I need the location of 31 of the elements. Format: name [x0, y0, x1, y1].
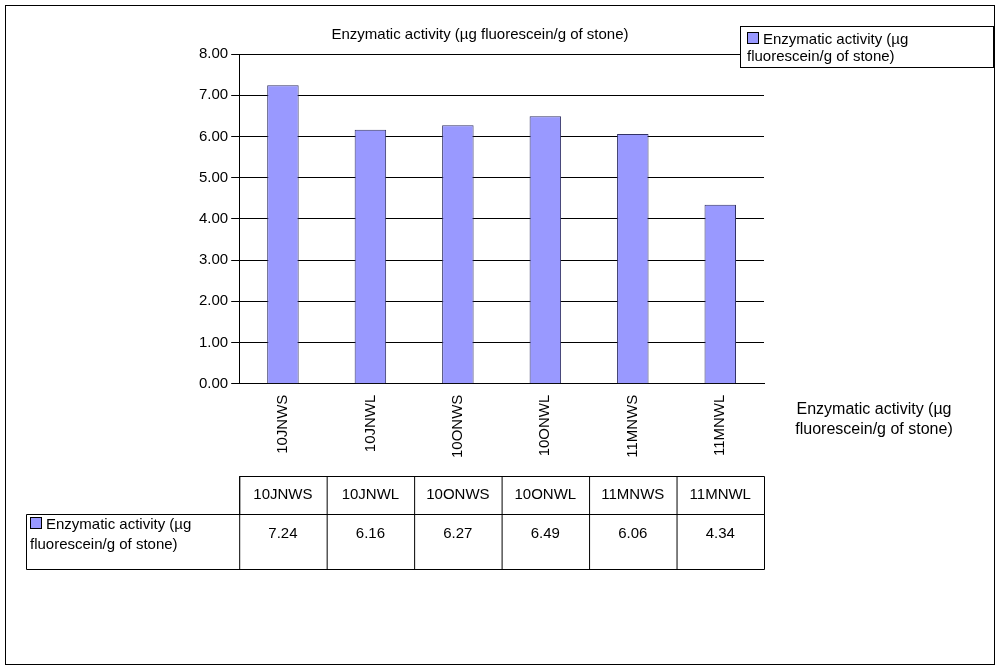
data-label: 7.24: [268, 524, 298, 542]
y-tick-label: 1.00: [198, 332, 229, 350]
y-tick-label: 4.00: [198, 208, 229, 226]
data-label: 6.27: [443, 524, 473, 542]
y-tick-label: 3.00: [198, 250, 229, 268]
x-tick-label: 10ONWL: [535, 394, 553, 457]
x-tick-label: 11MNWS: [622, 394, 640, 458]
x-tick-label: 11MNWL: [710, 394, 728, 457]
y-tick-label: 5.00: [198, 167, 229, 185]
category-label: 10JNWS: [253, 485, 313, 503]
category-label: 10JNWL: [341, 485, 400, 503]
legend-label: Enzymatic activity (µg fluorescein/g of stone): [747, 30, 910, 64]
data-label: 6.06: [618, 524, 648, 542]
category-label: 11MNWL: [689, 485, 751, 503]
y-tick-label: 7.00: [198, 85, 229, 103]
text: Enzymatic activity (µg fluorescein/g of stone): [795, 399, 953, 437]
y-tick-label: 2.00: [198, 291, 229, 309]
category-label: 11MNWS: [601, 485, 665, 503]
data-label: 6.16: [355, 524, 385, 542]
data-label: 4.34: [705, 524, 735, 542]
category-label: 10ONWS: [426, 485, 490, 503]
x-tick-label: 10ONWS: [448, 394, 465, 459]
text: Enzymatic activity (µg fluorescein/g of stone): [30, 515, 192, 552]
y-tick-label: 6.00: [198, 126, 229, 144]
x-tick-label: 10JNWL: [360, 394, 378, 453]
y-tick-label: 8.00: [198, 44, 229, 62]
y-tick-label: 0.00: [198, 373, 229, 391]
category-label: 10ONWL: [514, 485, 577, 503]
chart-title: Enzymatic activity (µg fluorescein/g of stone): [331, 25, 629, 43]
data-label: 6.49: [530, 524, 560, 542]
x-tick-label: 10JNWS: [273, 394, 291, 454]
